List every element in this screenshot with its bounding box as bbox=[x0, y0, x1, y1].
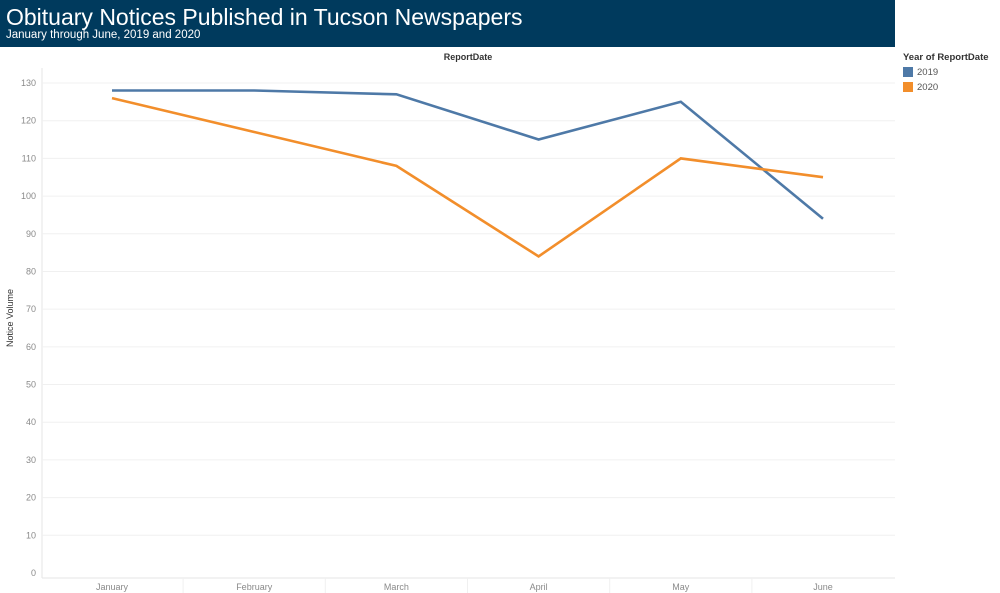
x-tick-label-may: May bbox=[672, 582, 690, 592]
y-tick-label-0: 0 bbox=[31, 568, 36, 578]
y-tick-label-130: 130 bbox=[21, 78, 36, 88]
y-tick-label-60: 60 bbox=[26, 342, 36, 352]
data-point-2019-april[interactable] bbox=[534, 135, 544, 145]
data-point-2020-january[interactable] bbox=[107, 93, 117, 103]
data-point-2019-february[interactable] bbox=[249, 86, 259, 96]
x-tick-label-january: January bbox=[96, 582, 129, 592]
data-point-2019-march[interactable] bbox=[391, 89, 401, 99]
legend-title: Year of ReportDate bbox=[903, 52, 989, 63]
y-axis-ticks: 0 10 20 30 40 50 60 70 80 90 100 110 120 130 bbox=[21, 78, 36, 578]
data-point-2020-june[interactable] bbox=[818, 172, 828, 182]
y-tick-label-40: 40 bbox=[26, 417, 36, 427]
column-header: ReportDate bbox=[444, 52, 493, 62]
x-tick-label-march: March bbox=[384, 582, 409, 592]
legend-item-2019[interactable]: 2019 bbox=[903, 65, 1000, 79]
data-point-2020-april[interactable] bbox=[534, 251, 544, 261]
y-tick-label-110: 110 bbox=[22, 153, 36, 163]
gridlines bbox=[41, 68, 895, 593]
series-line-2019[interactable] bbox=[112, 89, 824, 220]
legend-item-2020[interactable]: 2020 bbox=[903, 80, 1000, 94]
data-point-2020-february[interactable] bbox=[249, 127, 259, 137]
legend: Year of ReportDate 2019 2020 bbox=[903, 52, 1000, 94]
page-title: Obituary Notices Published in Tucson New… bbox=[6, 4, 523, 30]
y-tick-label-90: 90 bbox=[26, 229, 36, 239]
y-tick-label-100: 100 bbox=[21, 191, 36, 201]
x-tick-label-february: February bbox=[236, 582, 273, 592]
title-banner: Obituary Notices Published in Tucson New… bbox=[0, 0, 895, 47]
legend-swatch-2019 bbox=[903, 67, 913, 77]
legend-swatch-2020 bbox=[903, 82, 913, 92]
series-line-2020[interactable] bbox=[111, 96, 824, 258]
data-point-2019-may[interactable] bbox=[676, 97, 686, 107]
page-subtitle: January through June, 2019 and 2020 bbox=[6, 29, 201, 41]
x-tick-label-june: June bbox=[813, 582, 833, 592]
legend-label-2020: 2020 bbox=[917, 81, 939, 93]
data-point-2020-may[interactable] bbox=[676, 153, 686, 163]
y-axis-label: Notice Volume bbox=[5, 289, 15, 347]
series-lines bbox=[107, 86, 828, 261]
x-axis-ticks: January February March April May June bbox=[96, 582, 833, 592]
y-tick-label-70: 70 bbox=[26, 304, 36, 314]
data-point-2019-june[interactable] bbox=[818, 214, 828, 224]
y-tick-label-30: 30 bbox=[26, 455, 36, 465]
y-tick-label-20: 20 bbox=[26, 493, 36, 503]
y-tick-label-80: 80 bbox=[26, 266, 36, 276]
legend-label-2019: 2019 bbox=[917, 66, 939, 78]
y-tick-label-120: 120 bbox=[21, 116, 36, 126]
x-tick-label-april: April bbox=[530, 582, 548, 592]
data-point-2020-march[interactable] bbox=[391, 161, 401, 171]
y-tick-label-50: 50 bbox=[26, 380, 36, 390]
y-tick-label-10: 10 bbox=[26, 530, 36, 540]
